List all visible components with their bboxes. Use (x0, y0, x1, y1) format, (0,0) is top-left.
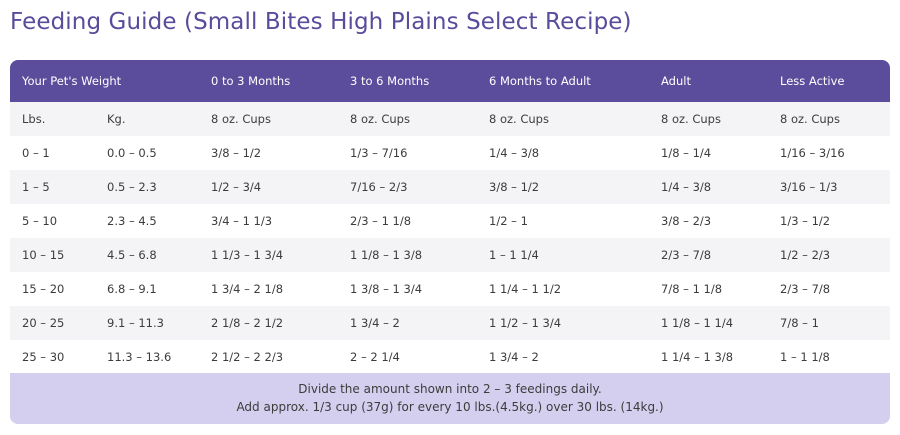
cell-cups: 1 1/4 – 1 1/2 (489, 282, 562, 296)
cell-cups: 7/8 – 1 1/8 (661, 282, 723, 296)
table-row: 1 – 5 0.5 – 2.3 1/2 – 3/4 7/16 – 2/3 3/8… (10, 170, 890, 204)
footer-note-line-2: Add approx. 1/3 cup (37g) for every 10 l… (236, 400, 664, 414)
cell-kg: 0.0 – 0.5 (107, 146, 157, 160)
footer-note-line-1: Divide the amount shown into 2 – 3 feedi… (298, 382, 602, 396)
cell-cups: 2 1/8 – 2 1/2 (211, 316, 284, 330)
cell-cups: 1/2 – 3/4 (211, 180, 262, 194)
feeding-table: Your Pet's Weight 0 to 3 Months 3 to 6 M… (10, 60, 890, 424)
cell-kg: 11.3 – 13.6 (107, 350, 172, 364)
header-adult: Adult (661, 74, 691, 88)
cell-cups: 1/4 – 3/8 (661, 180, 712, 194)
unit-cups: 8 oz. Cups (350, 112, 410, 126)
cell-cups: 1 3/4 – 2 (350, 316, 400, 330)
cell-lbs: 25 – 30 (22, 350, 65, 364)
cell-cups: 2/3 – 7/8 (661, 248, 712, 262)
cell-cups: 1/2 – 2/3 (780, 248, 831, 262)
cell-cups: 3/8 – 1/2 (489, 180, 540, 194)
table-row: 15 – 20 6.8 – 9.1 1 3/4 – 2 1/8 1 3/8 – … (10, 272, 890, 306)
cell-cups: 3/8 – 1/2 (211, 146, 262, 160)
table-header: Your Pet's Weight 0 to 3 Months 3 to 6 M… (10, 60, 890, 102)
cell-cups: 1 1/8 – 1 1/4 (661, 316, 734, 330)
cell-cups: 7/8 – 1 (780, 316, 819, 330)
cell-lbs: 1 – 5 (22, 180, 50, 194)
table-row: 0 – 1 0.0 – 0.5 3/8 – 1/2 1/3 – 7/16 1/4… (10, 136, 890, 170)
header-6-months-adult: 6 Months to Adult (489, 74, 591, 88)
table-footer-note: Divide the amount shown into 2 – 3 feedi… (10, 373, 890, 424)
cell-cups: 1/8 – 1/4 (661, 146, 712, 160)
cell-cups: 1/16 – 3/16 (780, 146, 845, 160)
cell-kg: 2.3 – 4.5 (107, 214, 157, 228)
unit-cups: 8 oz. Cups (489, 112, 549, 126)
cell-cups: 2 1/2 – 2 2/3 (211, 350, 284, 364)
cell-cups: 1 3/4 – 2 1/8 (211, 282, 284, 296)
table-row: 20 – 25 9.1 – 11.3 2 1/8 – 2 1/2 1 3/4 –… (10, 306, 890, 340)
unit-kg: Kg. (107, 112, 126, 126)
header-weight: Your Pet's Weight (22, 74, 122, 88)
cell-cups: 3/4 – 1 1/3 (211, 214, 273, 228)
cell-cups: 1/4 – 3/8 (489, 146, 540, 160)
cell-cups: 1 1/8 – 1 3/8 (350, 248, 423, 262)
cell-cups: 1 1/4 – 1 3/8 (661, 350, 734, 364)
cell-kg: 0.5 – 2.3 (107, 180, 157, 194)
page-title: Feeding Guide (Small Bites High Plains S… (10, 9, 632, 35)
cell-cups: 1 3/4 – 2 (489, 350, 539, 364)
table-row: 25 – 30 11.3 – 13.6 2 1/2 – 2 2/3 2 – 2 … (10, 340, 890, 374)
cell-cups: 1 – 1 1/4 (489, 248, 539, 262)
unit-lbs: Lbs. (22, 112, 46, 126)
cell-cups: 2/3 – 1 1/8 (350, 214, 412, 228)
table-row: 10 – 15 4.5 – 6.8 1 1/3 – 1 3/4 1 1/8 – … (10, 238, 890, 272)
unit-cups: 8 oz. Cups (780, 112, 840, 126)
cell-lbs: 0 – 1 (22, 146, 50, 160)
header-3-6-months: 3 to 6 Months (350, 74, 430, 88)
cell-cups: 1 – 1 1/8 (780, 350, 830, 364)
cell-kg: 4.5 – 6.8 (107, 248, 157, 262)
cell-cups: 1/3 – 1/2 (780, 214, 831, 228)
cell-kg: 9.1 – 11.3 (107, 316, 164, 330)
unit-cups: 8 oz. Cups (211, 112, 271, 126)
cell-cups: 3/8 – 2/3 (661, 214, 712, 228)
cell-lbs: 10 – 15 (22, 248, 65, 262)
header-0-3-months: 0 to 3 Months (211, 74, 291, 88)
cell-cups: 1 3/8 – 1 3/4 (350, 282, 423, 296)
cell-cups: 2 – 2 1/4 (350, 350, 400, 364)
cell-cups: 2/3 – 7/8 (780, 282, 831, 296)
cell-cups: 1 1/2 – 1 3/4 (489, 316, 562, 330)
unit-cups: 8 oz. Cups (661, 112, 721, 126)
header-less-active: Less Active (780, 74, 845, 88)
cell-kg: 6.8 – 9.1 (107, 282, 157, 296)
cell-lbs: 20 – 25 (22, 316, 65, 330)
cell-lbs: 15 – 20 (22, 282, 65, 296)
units-row: Lbs. Kg. 8 oz. Cups 8 oz. Cups 8 oz. Cup… (10, 102, 890, 136)
cell-lbs: 5 – 10 (22, 214, 58, 228)
cell-cups: 1/3 – 7/16 (350, 146, 408, 160)
cell-cups: 7/16 – 2/3 (350, 180, 408, 194)
cell-cups: 3/16 – 1/3 (780, 180, 838, 194)
cell-cups: 1 1/3 – 1 3/4 (211, 248, 284, 262)
cell-cups: 1/2 – 1 (489, 214, 528, 228)
table-row: 5 – 10 2.3 – 4.5 3/4 – 1 1/3 2/3 – 1 1/8… (10, 204, 890, 238)
